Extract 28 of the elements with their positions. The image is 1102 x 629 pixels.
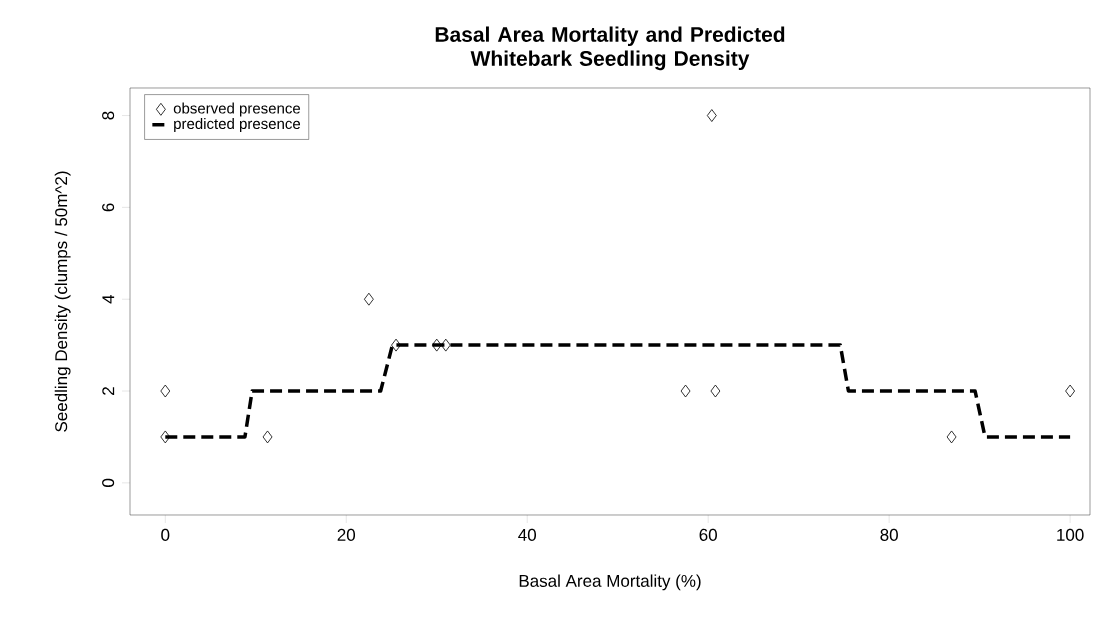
y-tick-label: 0 bbox=[102, 478, 115, 487]
x-axis-title: Basal Area Mortality (%) bbox=[519, 574, 701, 591]
point bbox=[160, 384, 171, 398]
y-tick-label: 2 bbox=[102, 387, 115, 395]
chart-title: Basal Area Mortality and Predicted Whitebark Seedling Density bbox=[435, 26, 785, 71]
y-tick-label: 8 bbox=[102, 111, 115, 120]
point bbox=[363, 292, 374, 306]
point bbox=[710, 384, 721, 398]
x-tick-label: 40 bbox=[518, 528, 537, 541]
legend-label: predicted presence bbox=[174, 118, 301, 132]
point bbox=[431, 338, 442, 352]
x-tick-label: 80 bbox=[880, 528, 898, 541]
point bbox=[391, 338, 401, 352]
y-axis-title: Seedling Density (clumps / 50m^2) bbox=[54, 171, 71, 432]
x-tick-label: 0 bbox=[161, 528, 170, 541]
x-tick-label: 60 bbox=[699, 528, 717, 541]
point bbox=[1065, 384, 1076, 398]
point bbox=[160, 430, 171, 444]
x-tick-label: 100 bbox=[1057, 528, 1084, 541]
point bbox=[262, 430, 273, 444]
point bbox=[440, 338, 451, 352]
point bbox=[946, 430, 957, 444]
point bbox=[680, 384, 691, 398]
point bbox=[706, 109, 717, 122]
y-tick-label: 6 bbox=[102, 203, 115, 212]
x-tick-label: 20 bbox=[337, 528, 356, 541]
legend-label: observed presence bbox=[173, 102, 301, 117]
y-tick-label: 4 bbox=[102, 294, 115, 304]
